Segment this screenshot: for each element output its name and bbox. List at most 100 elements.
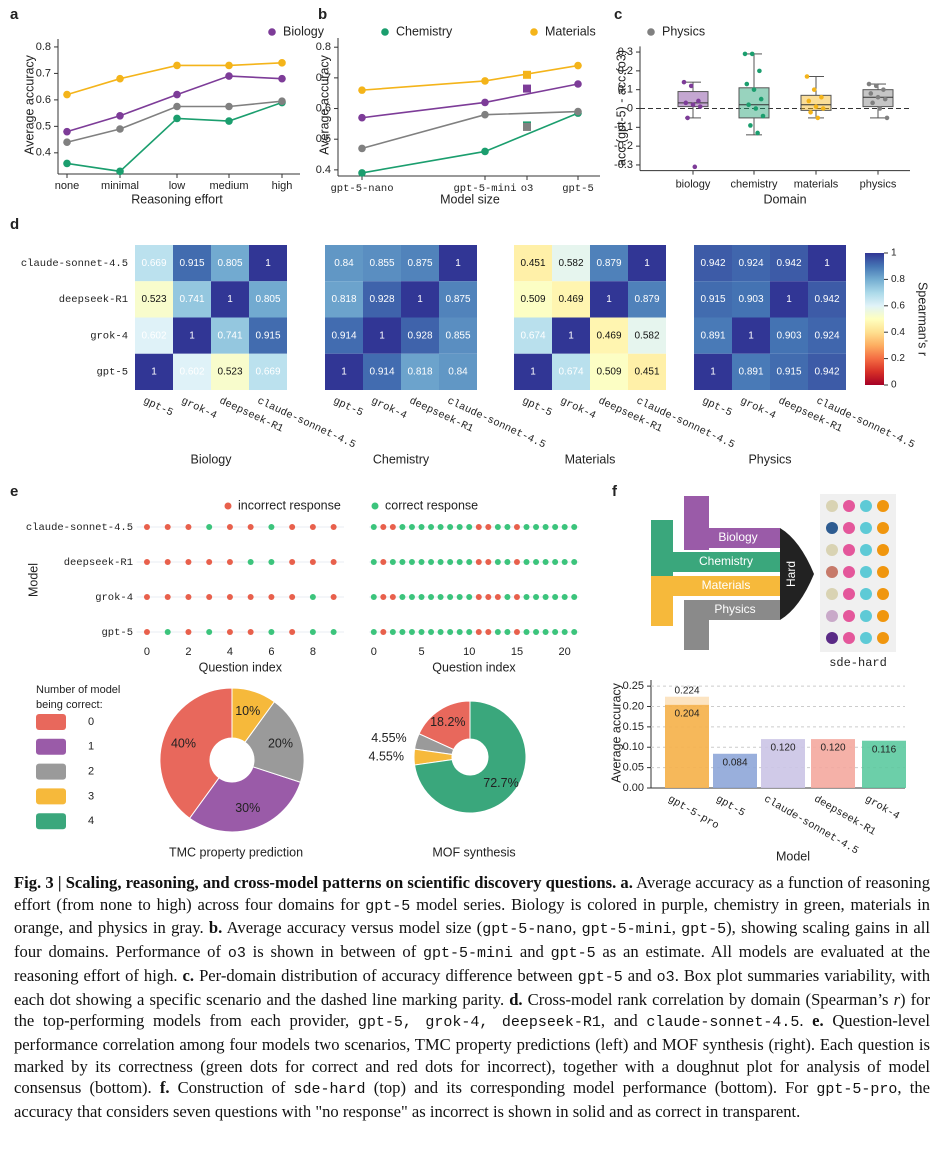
bar-shape <box>651 552 780 572</box>
heatmap-cell <box>363 353 401 390</box>
heatmap-cell <box>628 317 666 354</box>
response-dot <box>418 594 425 600</box>
caption-text: . <box>799 1011 813 1031</box>
scenario-point <box>760 113 766 119</box>
x-tick-label: o3 <box>521 183 534 195</box>
heatmap-cell <box>514 281 552 318</box>
response-dot <box>485 629 492 635</box>
cell-label: 0.674 <box>558 367 583 378</box>
heatmap-cell <box>439 245 477 282</box>
point-marker <box>574 80 582 88</box>
cell-label: 0.914 <box>369 367 394 378</box>
heatmap-cell <box>514 353 552 390</box>
x-tick-label: 2 <box>185 646 191 658</box>
point-marker <box>116 74 124 83</box>
heatmap-cell <box>173 317 211 354</box>
caption-text: d. <box>509 989 523 1009</box>
x-tick-label: 0 <box>144 646 150 658</box>
y-axis-label: Average accuracy <box>609 682 623 783</box>
box <box>738 87 770 119</box>
domain-label: Physics <box>714 602 755 616</box>
point-marker <box>481 110 489 119</box>
x-tick-label: grok-4 <box>863 793 902 822</box>
question-dot <box>843 588 855 600</box>
legend-marker <box>224 502 232 510</box>
cell-label: 1 <box>824 258 830 269</box>
scenario-point <box>884 115 890 121</box>
response-dot <box>330 559 337 565</box>
point-marker <box>225 61 233 70</box>
legend-label: 1 <box>88 741 94 753</box>
response-dot <box>389 524 396 530</box>
panel-label: b <box>318 6 327 23</box>
response-dot <box>447 594 454 600</box>
caption-text: Average accuracy versus model size ( <box>222 918 483 938</box>
series-line <box>361 110 579 150</box>
y-axis-label: Model <box>26 563 40 597</box>
cell-label: 0.669 <box>255 367 280 378</box>
response-dot <box>206 524 213 530</box>
slice-label: 18.2% <box>430 715 465 729</box>
legend-swatch <box>36 788 66 805</box>
point-marker <box>358 144 366 153</box>
scenario-point <box>749 51 755 57</box>
scenario-point <box>881 87 886 92</box>
question-dot <box>843 500 855 512</box>
response-dot <box>428 594 435 600</box>
heatmap-cell <box>173 281 211 318</box>
scenario-point <box>870 100 875 106</box>
cell-label: 0.903 <box>776 330 801 341</box>
response-dot <box>399 629 406 635</box>
y-tick-label: 0.6 <box>316 102 331 114</box>
question-dot <box>826 566 838 578</box>
scenario-point <box>748 123 753 128</box>
x-tick-label: 15 <box>511 646 523 658</box>
response-dot <box>447 629 454 635</box>
x-tick-label: low <box>169 180 186 192</box>
question-dot <box>877 632 889 644</box>
response-dot <box>164 629 171 635</box>
cell-label: 0.523 <box>217 367 242 378</box>
response-dot <box>399 524 406 530</box>
series-line <box>361 64 579 91</box>
legend-label: Biology <box>283 24 325 38</box>
cell-label: 0.741 <box>179 294 204 305</box>
caption-text: Construction of <box>169 1078 294 1098</box>
legend-swatch <box>36 763 66 780</box>
column-label: grok-4 <box>179 395 218 422</box>
bar-value-label: 0.120 <box>770 743 795 754</box>
point-marker <box>523 84 531 93</box>
cell-label: 0.942 <box>776 258 801 269</box>
response-dot <box>380 629 387 635</box>
response-dot <box>485 524 492 530</box>
response-dot <box>542 559 549 565</box>
cell-label: 0.451 <box>634 367 659 378</box>
scenario-point <box>868 91 874 96</box>
response-dot <box>418 524 425 530</box>
point-marker <box>523 122 531 131</box>
heatmap-cell <box>514 317 552 354</box>
y-axis-label: Average accuracy <box>317 54 331 155</box>
column-label: grok-4 <box>558 395 597 422</box>
scenario-point <box>697 104 703 109</box>
heatmap-cell <box>211 317 249 354</box>
y-tick-label: 0.25 <box>623 680 644 692</box>
y-axis-label: Average accuracy <box>22 54 36 155</box>
caption-text: gpt-5-mini <box>423 945 514 963</box>
legend-label: Physics <box>662 24 705 38</box>
caption-text: c. <box>182 965 195 985</box>
y-tick-label: -0.2 <box>614 140 633 152</box>
legend-label: 2 <box>88 766 94 778</box>
cell-label: 0.509 <box>520 294 545 305</box>
heatmap-cell <box>628 245 666 282</box>
heatmap-cell <box>808 317 846 354</box>
response-dot <box>143 524 150 530</box>
scenario-point <box>873 83 879 89</box>
pie-slice <box>159 687 233 819</box>
response-dot <box>494 524 501 530</box>
cell-label: 0.818 <box>407 367 432 378</box>
caption-text: model series. Biology is colored in purp… <box>14 894 930 938</box>
response-dot <box>561 629 568 635</box>
legend-label: 3 <box>88 790 94 802</box>
heatmap-cell <box>401 353 439 390</box>
